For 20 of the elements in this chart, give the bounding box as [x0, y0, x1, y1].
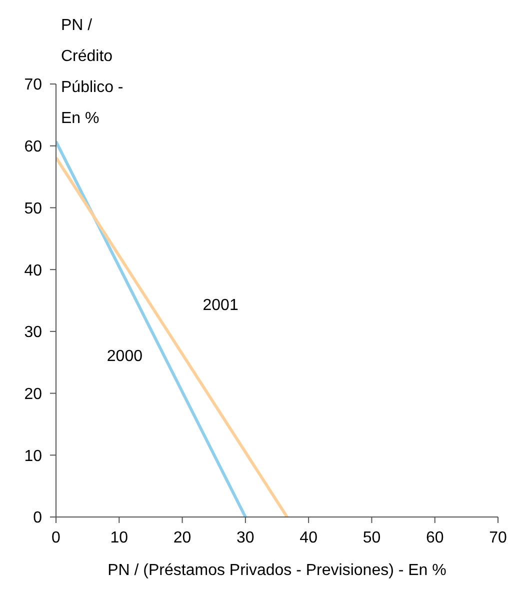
y-tick-label: 20 [24, 386, 42, 403]
x-tick-label: 60 [426, 529, 444, 546]
y-tick-label: 60 [24, 138, 42, 156]
x-tick-label: 30 [236, 529, 254, 546]
x-tick-label: 70 [489, 529, 507, 546]
y-tick-label: 70 [24, 76, 42, 94]
text: 2001 [202, 297, 238, 316]
y-tick-label: 0 [33, 510, 42, 527]
y-tick-label: 40 [24, 262, 42, 280]
x-tick-label: 0 [52, 529, 61, 546]
y-axis-title: PN / Crédito Público - En % [61, 16, 124, 129]
series-label: 2000 [106, 348, 142, 366]
x-tick-label: 20 [173, 529, 192, 546]
x-tick-label: 10 [110, 529, 128, 546]
x-tick-label: 50 [362, 529, 381, 546]
y-tick-label: 30 [24, 324, 42, 342]
x-axis-title: PN / (Préstamos Privados - Previsiones) - En % [108, 562, 446, 579]
x-tick-label: 40 [300, 529, 318, 546]
y-tick-label: 10 [24, 448, 42, 465]
y-tick-label: 50 [24, 200, 42, 218]
